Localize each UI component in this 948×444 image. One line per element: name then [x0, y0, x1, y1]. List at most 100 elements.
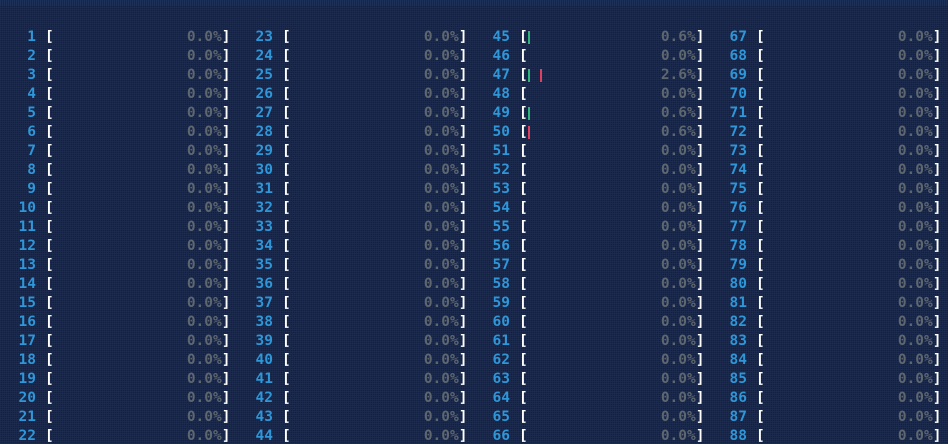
cpu-meter-row[interactable]: 51 [0.0%] — [474, 142, 711, 161]
meter-close-bracket: ] — [695, 29, 705, 45]
cpu-percent-label: 0.0% — [897, 86, 933, 102]
cpu-meter-row[interactable]: 64 [0.0%] — [474, 389, 711, 408]
cpu-meter-row[interactable]: 40 [0.0%] — [237, 351, 474, 370]
cpu-meter-row[interactable]: 14 [0.0%] — [0, 275, 237, 294]
cpu-meter-row[interactable]: 47 [2.6%] — [474, 66, 711, 85]
cpu-meter-row[interactable]: 34 [0.0%] — [237, 237, 474, 256]
cpu-meter-row[interactable]: 76 [0.0%] — [711, 199, 948, 218]
cpu-meter-row[interactable]: 56 [0.0%] — [474, 237, 711, 256]
cpu-meter-row[interactable]: 8 [0.0%] — [0, 161, 237, 180]
cpu-meter-row[interactable]: 61 [0.0%] — [474, 332, 711, 351]
cpu-meter-row[interactable]: 42 [0.0%] — [237, 389, 474, 408]
cpu-meter-row[interactable]: 68 [0.0%] — [711, 47, 948, 66]
cpu-percent-label: 0.0% — [660, 314, 696, 330]
cpu-meter-row[interactable]: 75 [0.0%] — [711, 180, 948, 199]
cpu-meter-row[interactable]: 49 [0.6%] — [474, 104, 711, 123]
cpu-meter-row[interactable]: 66 [0.0%] — [474, 427, 711, 444]
cpu-meter-row[interactable]: 78 [0.0%] — [711, 237, 948, 256]
cpu-meter-row[interactable]: 46 [0.0%] — [474, 47, 711, 66]
cpu-meter-row[interactable]: 60 [0.0%] — [474, 313, 711, 332]
cpu-meter-row[interactable]: 9 [0.0%] — [0, 180, 237, 199]
cpu-meter-row[interactable]: 54 [0.0%] — [474, 199, 711, 218]
cpu-meter-row[interactable]: 45 [0.6%] — [474, 28, 711, 47]
cpu-meter-row[interactable]: 12 [0.0%] — [0, 237, 237, 256]
cpu-meter-row[interactable]: 24 [0.0%] — [237, 47, 474, 66]
cpu-meter-row[interactable]: 37 [0.0%] — [237, 294, 474, 313]
cpu-meter-row[interactable]: 57 [0.0%] — [474, 256, 711, 275]
cpu-meter-row[interactable]: 83 [0.0%] — [711, 332, 948, 351]
cpu-meter-row[interactable]: 41 [0.0%] — [237, 370, 474, 389]
cpu-meter-row[interactable]: 86 [0.0%] — [711, 389, 948, 408]
cpu-meter-row[interactable]: 33 [0.0%] — [237, 218, 474, 237]
cpu-meter-row[interactable]: 52 [0.0%] — [474, 161, 711, 180]
cpu-meter-row[interactable]: 72 [0.0%] — [711, 123, 948, 142]
cpu-meter-row[interactable]: 81 [0.0%] — [711, 294, 948, 313]
cpu-meter-row[interactable]: 77 [0.0%] — [711, 218, 948, 237]
cpu-meter-row[interactable]: 35 [0.0%] — [237, 256, 474, 275]
cpu-meter-row[interactable]: 48 [0.0%] — [474, 85, 711, 104]
cpu-meter-row[interactable]: 5 [0.0%] — [0, 104, 237, 123]
cpu-meter-row[interactable]: 2 [0.0%] — [0, 47, 237, 66]
cpu-percent-label: 0.0% — [660, 428, 696, 444]
cpu-meter-row[interactable]: 18 [0.0%] — [0, 351, 237, 370]
meter-close-bracket: ] — [221, 390, 231, 406]
cpu-meter-row[interactable]: 11 [0.0%] — [0, 218, 237, 237]
cpu-meter-row[interactable]: 30 [0.0%] — [237, 161, 474, 180]
cpu-meter-row[interactable]: 36 [0.0%] — [237, 275, 474, 294]
cpu-meter-row[interactable]: 22 [0.0%] — [0, 427, 237, 444]
cpu-meter-row[interactable]: 6 [0.0%] — [0, 123, 237, 142]
cpu-load-bar-track — [291, 28, 419, 47]
cpu-meter-row[interactable]: 21 [0.0%] — [0, 408, 237, 427]
meter-close-bracket: ] — [458, 48, 468, 64]
cpu-meter-row[interactable]: 19 [0.0%] — [0, 370, 237, 389]
cpu-meter-row[interactable]: 67 [0.0%] — [711, 28, 948, 47]
cpu-meter-row[interactable]: 85 [0.0%] — [711, 370, 948, 389]
cpu-meter-row[interactable]: 29 [0.0%] — [237, 142, 474, 161]
cpu-meter-row[interactable]: 63 [0.0%] — [474, 370, 711, 389]
cpu-meter-row[interactable]: 53 [0.0%] — [474, 180, 711, 199]
cpu-meter-row[interactable]: 62 [0.0%] — [474, 351, 711, 370]
meter-open-bracket: [ — [519, 124, 528, 140]
cpu-meter-row[interactable]: 31 [0.0%] — [237, 180, 474, 199]
cpu-meter-row[interactable]: 43 [0.0%] — [237, 408, 474, 427]
cpu-meter-row[interactable]: 88 [0.0%] — [711, 427, 948, 444]
meter-open-bracket: [ — [756, 295, 765, 311]
cpu-meter-row[interactable]: 79 [0.0%] — [711, 256, 948, 275]
cpu-meter-row[interactable]: 80 [0.0%] — [711, 275, 948, 294]
cpu-meter-row[interactable]: 10 [0.0%] — [0, 199, 237, 218]
cpu-meter-row[interactable]: 58 [0.0%] — [474, 275, 711, 294]
cpu-meter-row[interactable]: 25 [0.0%] — [237, 66, 474, 85]
cpu-meter-row[interactable]: 82 [0.0%] — [711, 313, 948, 332]
cpu-meter-row[interactable]: 28 [0.0%] — [237, 123, 474, 142]
cpu-meter-row[interactable]: 17 [0.0%] — [0, 332, 237, 351]
cpu-meter-row[interactable]: 70 [0.0%] — [711, 85, 948, 104]
cpu-meter-row[interactable]: 4 [0.0%] — [0, 85, 237, 104]
cpu-load-bar-track — [765, 161, 893, 180]
cpu-meter-row[interactable]: 32 [0.0%] — [237, 199, 474, 218]
cpu-meter-row[interactable]: 20 [0.0%] — [0, 389, 237, 408]
cpu-meter-row[interactable]: 65 [0.0%] — [474, 408, 711, 427]
cpu-meter-row[interactable]: 3 [0.0%] — [0, 66, 237, 85]
cpu-meter-row[interactable]: 50 [0.6%] — [474, 123, 711, 142]
cpu-meter-row[interactable]: 16 [0.0%] — [0, 313, 237, 332]
cpu-meter-row[interactable]: 38 [0.0%] — [237, 313, 474, 332]
cpu-meter-row[interactable]: 7 [0.0%] — [0, 142, 237, 161]
cpu-percent-label: 0.0% — [897, 143, 933, 159]
cpu-meter-row[interactable]: 87 [0.0%] — [711, 408, 948, 427]
cpu-meter-row[interactable]: 27 [0.0%] — [237, 104, 474, 123]
meter-close-bracket: ] — [932, 181, 942, 197]
cpu-meter-row[interactable]: 39 [0.0%] — [237, 332, 474, 351]
cpu-meter-row[interactable]: 13 [0.0%] — [0, 256, 237, 275]
cpu-meter-row[interactable]: 74 [0.0%] — [711, 161, 948, 180]
cpu-meter-row[interactable]: 26 [0.0%] — [237, 85, 474, 104]
cpu-meter-row[interactable]: 55 [0.0%] — [474, 218, 711, 237]
cpu-meter-row[interactable]: 71 [0.0%] — [711, 104, 948, 123]
cpu-meter-row[interactable]: 15 [0.0%] — [0, 294, 237, 313]
cpu-meter-row[interactable]: 44 [0.0%] — [237, 427, 474, 444]
cpu-meter-row[interactable]: 59 [0.0%] — [474, 294, 711, 313]
cpu-meter-row[interactable]: 23 [0.0%] — [237, 28, 474, 47]
cpu-meter-row[interactable]: 73 [0.0%] — [711, 142, 948, 161]
cpu-meter-row[interactable]: 69 [0.0%] — [711, 66, 948, 85]
cpu-meter-row[interactable]: 1 [0.0%] — [0, 28, 237, 47]
cpu-meter-row[interactable]: 84 [0.0%] — [711, 351, 948, 370]
